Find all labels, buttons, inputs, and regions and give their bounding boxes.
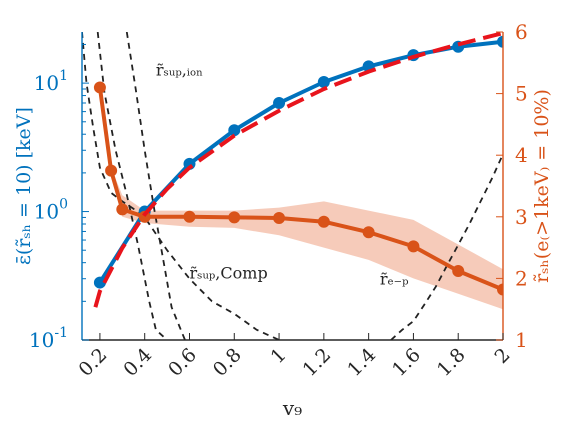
- threshold-line-3: [96, 32, 168, 340]
- y-left-tick-label: 100: [34, 197, 68, 224]
- annotations-layer: r̃ₛᵤₚ,ᵢₒₙ r̃ₛᵤₚ,Comp r̃ₑ₋ₚ: [156, 60, 409, 288]
- confidence-band-layer: [99, 87, 503, 310]
- annotation-label: r̃ₑ₋ₚ: [380, 270, 409, 289]
- data-point-right: [183, 210, 196, 223]
- y-right-tick-label: 2: [515, 266, 528, 290]
- data-point-right: [407, 240, 420, 253]
- threshold-line-6: [390, 153, 503, 340]
- y-right-tick-label: 6: [515, 20, 528, 44]
- y-right-axis-label: r̃ₛₕ(e₍>1keV₎ = 10%): [531, 89, 553, 283]
- annotation-label: r̃ₛᵤₚ,ᵢₒₙ: [156, 60, 203, 79]
- data-point-right: [452, 265, 465, 278]
- x-tick-label: 0.2: [75, 344, 112, 381]
- data-point-left: [228, 124, 241, 137]
- x-tick-label: 1.4: [343, 344, 380, 381]
- dashed-lines-layer: [82, 32, 503, 340]
- data-point-right: [116, 203, 129, 216]
- data-point-right: [497, 283, 503, 296]
- y-left-tick-label: 101: [34, 68, 68, 95]
- y-right-tick-label: 1: [515, 328, 528, 352]
- x-tick-label: 0.4: [119, 344, 156, 381]
- annotation-label: r̃ₛᵤₚ,Comp: [189, 264, 267, 283]
- series-line-right: [97, 87, 503, 292]
- data-point-right: [362, 226, 375, 239]
- x-tick-label: 1: [266, 344, 290, 368]
- x-tick-label: 2: [490, 344, 514, 368]
- data-point-left: [317, 76, 330, 89]
- x-tick-label: 1.6: [388, 344, 425, 381]
- data-point-right: [105, 164, 118, 177]
- y-right-tick-label: 5: [515, 82, 528, 106]
- y-left-tick-label: 10-1: [29, 325, 68, 352]
- y-left-axis-label: ε̄(r̃ₛₕ = 10) [keV]: [13, 107, 35, 265]
- data-point-left: [273, 97, 286, 110]
- x-tick-label: 1.8: [433, 344, 470, 381]
- data-point-right: [317, 215, 330, 228]
- data-point-right: [273, 212, 286, 225]
- x-tick-label: 0.8: [209, 344, 246, 381]
- y-right-tick-label: 3: [515, 205, 528, 229]
- data-point-right: [93, 81, 106, 94]
- series-layer: [93, 32, 503, 308]
- confidence-band: [99, 87, 503, 310]
- x-axis-label: v₉: [282, 396, 302, 420]
- data-point-right: [228, 211, 241, 224]
- fit-line-dashed: [93, 32, 503, 308]
- x-tick-label: 0.6: [164, 344, 201, 381]
- data-point-left: [497, 35, 503, 48]
- y-right-tick-label: 4: [515, 143, 528, 167]
- x-tick-label: 1.2: [298, 344, 335, 381]
